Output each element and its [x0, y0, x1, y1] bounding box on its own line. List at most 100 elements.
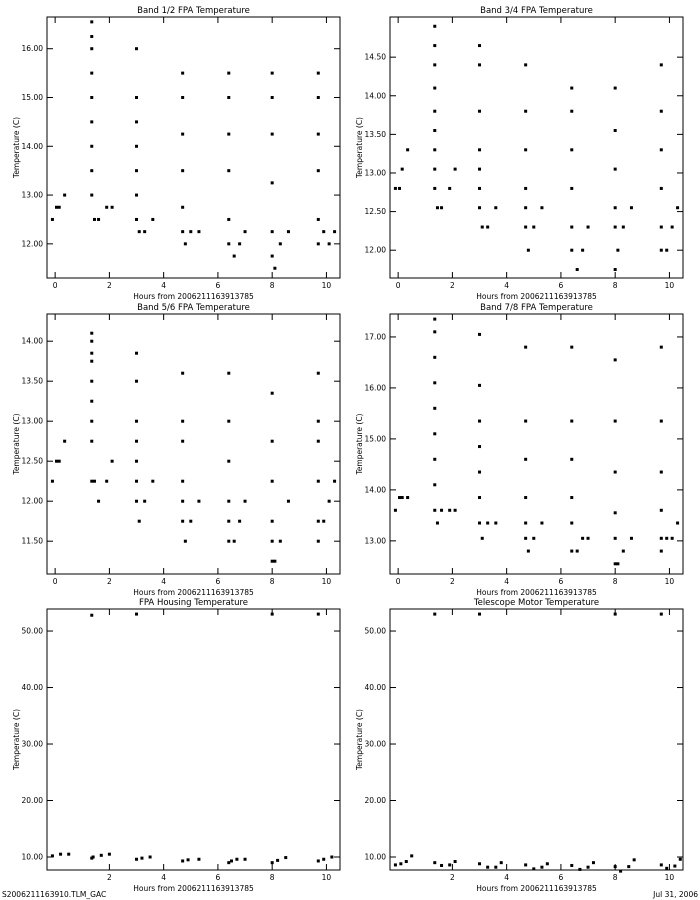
data-point — [232, 539, 236, 543]
data-point — [486, 521, 490, 525]
panel-title: Band 5/6 FPA Temperature — [137, 303, 250, 313]
data-point — [227, 71, 231, 75]
data-point — [570, 496, 574, 500]
data-point — [570, 86, 574, 90]
data-point — [613, 268, 617, 272]
data-point — [238, 519, 242, 523]
data-point — [524, 863, 528, 867]
y-tick-label: 16.00 — [22, 44, 44, 53]
y-tick-label: 13.00 — [22, 417, 44, 426]
data-point — [659, 63, 663, 67]
data-point — [532, 536, 536, 540]
data-point — [524, 345, 528, 349]
data-point — [659, 470, 663, 474]
x-tick-label: 4 — [504, 281, 509, 290]
data-point — [570, 863, 574, 867]
x-tick-label: 4 — [161, 873, 166, 882]
data-point — [181, 859, 185, 863]
data-point — [480, 536, 484, 540]
data-point — [586, 225, 590, 229]
x-tick-label: 0 — [53, 281, 58, 290]
x-tick-label: 6 — [216, 281, 221, 290]
data-point — [235, 857, 239, 861]
data-point — [627, 865, 631, 869]
data-point — [448, 863, 452, 867]
x-tick-label: 2 — [450, 577, 455, 586]
data-point — [524, 186, 528, 190]
data-point — [621, 549, 625, 553]
data-point — [524, 536, 528, 540]
data-point — [316, 479, 320, 483]
y-axis-label: Temperature (C) — [12, 117, 21, 179]
data-point — [92, 217, 96, 221]
panel: Band 3/4 FPA Temperature Hours from 20062… — [355, 6, 684, 301]
panel: Telescope Motor Temperature Hours from 20… — [355, 598, 684, 893]
data-point — [478, 44, 482, 48]
data-point — [400, 167, 404, 171]
data-point — [524, 521, 528, 525]
data-point — [613, 206, 617, 210]
data-point — [613, 225, 617, 229]
y-tick-label: 17.00 — [365, 332, 387, 341]
data-point — [494, 521, 498, 525]
data-point — [670, 536, 674, 540]
y-axis-label: Temperature (C) — [12, 709, 21, 771]
data-point — [151, 217, 155, 221]
data-point — [90, 439, 94, 443]
panel-title: Telescope Motor Temperature — [473, 598, 599, 608]
data-point — [393, 508, 397, 512]
data-point — [135, 439, 139, 443]
data-point — [227, 499, 231, 503]
data-point — [181, 205, 185, 209]
data-point — [99, 853, 103, 857]
data-point — [440, 508, 444, 512]
data-point — [570, 225, 574, 229]
panel-title: Band 7/8 FPA Temperature — [480, 303, 593, 313]
data-point — [613, 86, 617, 90]
data-point — [570, 521, 574, 525]
y-axis-label: Temperature (C) — [355, 117, 364, 179]
x-axis-label: Hours from 2006211163913785 — [133, 884, 254, 893]
data-point — [270, 71, 274, 75]
data-point — [316, 71, 320, 75]
data-point — [397, 496, 401, 500]
data-point — [478, 186, 482, 190]
data-point — [90, 339, 94, 343]
data-point — [632, 858, 636, 862]
data-point — [659, 186, 663, 190]
data-point — [227, 861, 231, 865]
data-point — [478, 862, 482, 866]
x-tick-label: 2 — [107, 873, 112, 882]
data-point — [440, 863, 444, 867]
data-point — [243, 499, 247, 503]
plot-frame — [46, 313, 341, 575]
data-point — [478, 109, 482, 113]
data-point — [524, 225, 528, 229]
data-point — [400, 496, 404, 500]
data-point — [227, 519, 231, 523]
data-point — [678, 857, 682, 861]
data-point — [316, 519, 320, 523]
y-tick-label: 10.00 — [22, 853, 44, 862]
data-point — [570, 345, 574, 349]
data-point — [137, 519, 141, 523]
data-point — [570, 109, 574, 113]
data-point — [659, 612, 663, 616]
data-point — [433, 129, 437, 133]
data-point — [486, 865, 490, 869]
x-tick-label: 2 — [450, 281, 455, 290]
data-point — [316, 439, 320, 443]
y-tick-label: 20.00 — [22, 796, 44, 805]
data-point — [629, 206, 633, 210]
data-point — [278, 242, 282, 246]
data-point — [410, 854, 414, 858]
data-point — [278, 539, 282, 543]
data-point — [322, 857, 326, 861]
data-point — [453, 508, 457, 512]
x-axis-label: Hours from 2006211163913785 — [476, 588, 597, 597]
data-point — [90, 120, 94, 124]
data-point — [613, 865, 617, 869]
data-point — [181, 439, 185, 443]
data-point — [613, 562, 617, 566]
data-point — [189, 230, 193, 234]
